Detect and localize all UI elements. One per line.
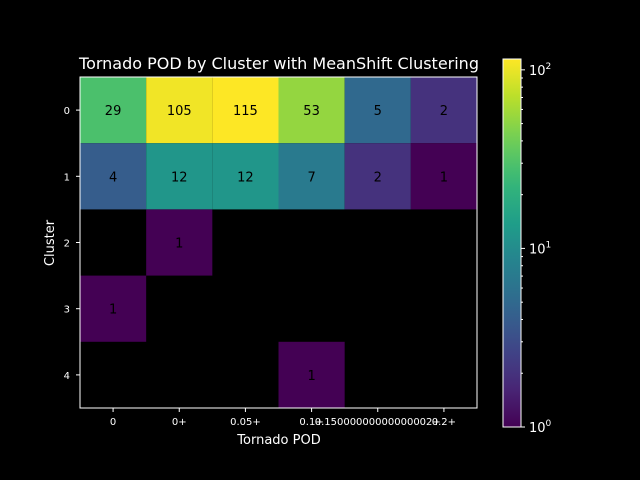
- cell-value-label: 105: [167, 104, 192, 119]
- heatmap-cell: [146, 143, 213, 210]
- colorbar-tick-label: 100: [529, 419, 552, 436]
- heatmap-cell: [146, 77, 213, 144]
- y-tick-label: 0: [64, 106, 70, 117]
- cell-value-label: 12: [237, 170, 254, 185]
- cell-value-label: 1: [109, 303, 117, 318]
- heatmap-cell: [278, 77, 345, 144]
- colorbar-tick-label: 101: [529, 240, 551, 257]
- x-tick-label: 0: [110, 417, 116, 428]
- cell-value-label: 5: [374, 104, 382, 119]
- y-tick-label: 3: [64, 305, 70, 316]
- cell-value-label: 115: [233, 104, 258, 119]
- cell-value-label: 7: [307, 170, 315, 185]
- heatmap-cell: [80, 275, 147, 342]
- heatmap-cell: [344, 143, 411, 210]
- heatmap-cell: [410, 77, 477, 144]
- colorbar-gradient: [502, 58, 522, 428]
- x-tick-label: 0.2+: [432, 417, 456, 428]
- cell-value-label: 12: [171, 170, 188, 185]
- heatmap-cell: [80, 143, 147, 210]
- x-axis-label: Tornado POD: [236, 433, 320, 448]
- cell-value-label: 2: [374, 170, 382, 185]
- heatmap-cell: [146, 209, 213, 276]
- y-tick-label: 2: [64, 239, 70, 250]
- cell-value-label: 4: [109, 170, 117, 185]
- x-tick-label: 0.15000000000000002+: [315, 417, 441, 428]
- colorbar: 100 101 102: [502, 58, 552, 436]
- heatmap-cell: [212, 143, 279, 210]
- heatmap-cell: [410, 143, 477, 210]
- heatmap-cell: [278, 341, 345, 408]
- cell-value-label: 1: [440, 170, 448, 185]
- cell-value-label: 29: [105, 104, 122, 119]
- y-tick-label: 4: [64, 371, 70, 382]
- x-tick-label: 0.05+: [230, 417, 261, 428]
- cell-value-label: 53: [303, 104, 320, 119]
- cell-value-label: 2: [440, 104, 448, 119]
- y-axis-label: Cluster: [43, 219, 58, 266]
- heatmap-cell: [212, 77, 279, 144]
- colorbar-tick-label: 102: [529, 62, 551, 79]
- chart-title: Tornado POD by Cluster with MeanShift Cl…: [78, 54, 479, 73]
- heatmap-cell: [344, 77, 411, 144]
- cell-value-label: 1: [175, 237, 183, 252]
- heatmap-cell: [278, 143, 345, 210]
- x-tick-label: 0.1+: [299, 417, 323, 428]
- y-tick-label: 1: [64, 172, 70, 183]
- heatmap-cell: [80, 77, 147, 144]
- x-tick-label: 0+: [172, 417, 187, 428]
- cell-value-label: 1: [307, 369, 315, 384]
